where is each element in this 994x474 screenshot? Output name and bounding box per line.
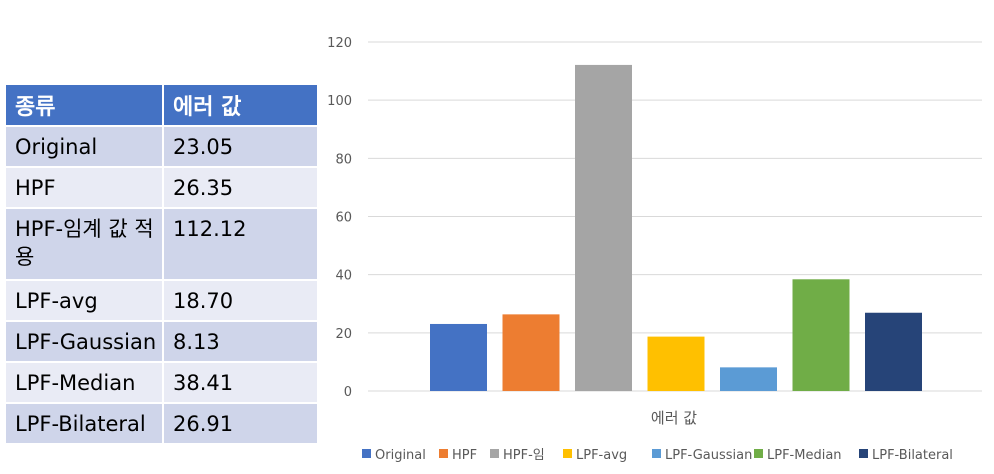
y-tick-label: 60 — [335, 211, 352, 226]
legend-swatch — [490, 449, 499, 458]
row-value: 38.41 — [162, 361, 319, 404]
table-row: LPF-avg 18.70 — [4, 279, 319, 322]
table-row: LPF-Median 38.41 — [4, 361, 319, 404]
row-name: LPF-Gaussian — [4, 320, 164, 363]
row-value: 8.13 — [162, 320, 319, 363]
error-table: 종류 에러 값 Original 23.05 HPF 26.35 HPF-임계 … — [4, 83, 319, 445]
y-axis-ticks: 0 20 40 60 80 100 120 — [327, 36, 352, 400]
row-value: 26.35 — [162, 166, 319, 209]
header-error-value: 에러 값 — [162, 83, 319, 127]
chart-bars — [430, 64, 922, 391]
row-name: LPF-Bilateral — [4, 402, 164, 445]
y-tick-label: 100 — [327, 94, 352, 109]
legend-item: LPF-avg — [563, 448, 627, 463]
table-row: HPF-임계 값 적용 112.12 — [4, 207, 319, 281]
table-row: LPF-Bilateral 26.91 — [4, 402, 319, 445]
header-type: 종류 — [4, 83, 164, 127]
row-name: HPF-임계 값 적용 — [4, 207, 164, 281]
legend-item: Original — [362, 448, 426, 463]
bar-lpf-gaussian — [720, 367, 777, 391]
bar-lpf-bilateral — [865, 312, 922, 391]
y-tick-label: 120 — [327, 36, 352, 51]
legend-label: Original — [375, 448, 426, 463]
y-tick-label: 20 — [335, 327, 352, 342]
row-name: LPF-avg — [4, 279, 164, 322]
legend-item: LPF-Bilateral — [859, 448, 953, 463]
legend-label: LPF-Gaussian — [665, 448, 752, 463]
chart-legend: Original HPF HPF-임 LPF-avg LPF-Gaussian LPF-M… — [362, 448, 953, 463]
y-tick-label: 40 — [335, 269, 352, 284]
bar-hpf — [502, 314, 560, 391]
row-value: 112.12 — [162, 207, 319, 281]
row-name: Original — [4, 125, 164, 168]
legend-swatch — [439, 449, 448, 458]
table-row: Original 23.05 — [4, 125, 319, 168]
row-value: 23.05 — [162, 125, 319, 168]
bar-lpf-median — [792, 279, 850, 391]
legend-label: HPF — [452, 448, 477, 463]
table-row: HPF 26.35 — [4, 166, 319, 209]
y-tick-label: 80 — [335, 152, 352, 167]
legend-label: LPF-Median — [767, 448, 842, 463]
legend-label: LPF-avg — [576, 448, 627, 463]
x-category-label: 에러 값 — [651, 409, 697, 427]
legend-swatch — [754, 449, 763, 458]
legend-swatch — [563, 449, 572, 458]
row-value: 26.91 — [162, 402, 319, 445]
bar-original — [430, 323, 487, 391]
bar-lpf-avg — [647, 336, 705, 391]
table-header-row: 종류 에러 값 — [4, 83, 319, 127]
legend-swatch — [652, 449, 661, 458]
legend-label: HPF-임 — [503, 448, 545, 463]
legend-swatch — [362, 449, 371, 458]
row-name: LPF-Median — [4, 361, 164, 404]
legend-item: HPF-임 — [490, 448, 545, 463]
bar-hpf- — [575, 64, 632, 391]
legend-item: LPF-Gaussian — [652, 448, 752, 463]
row-value: 18.70 — [162, 279, 319, 322]
legend-item: HPF — [439, 448, 477, 463]
table-row: LPF-Gaussian 8.13 — [4, 320, 319, 363]
y-tick-label: 0 — [344, 385, 352, 400]
legend-item: LPF-Median — [754, 448, 842, 463]
legend-label: LPF-Bilateral — [872, 448, 953, 463]
legend-swatch — [859, 449, 868, 458]
row-name: HPF — [4, 166, 164, 209]
